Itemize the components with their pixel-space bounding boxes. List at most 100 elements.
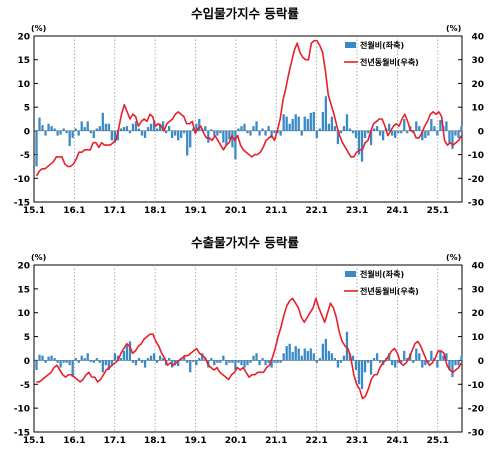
- bar: [252, 355, 255, 361]
- x-tick-label: 16.1: [63, 206, 85, 216]
- bar: [41, 355, 44, 361]
- bar: [291, 119, 294, 131]
- bar: [297, 116, 300, 131]
- bar: [309, 112, 312, 131]
- bar: [424, 360, 427, 366]
- bar: [131, 360, 135, 363]
- x-tick-label: 23.1: [346, 436, 368, 446]
- bar: [369, 360, 373, 375]
- bar: [146, 358, 150, 361]
- bar: [234, 360, 237, 370]
- bar: [273, 360, 276, 363]
- bar: [59, 360, 62, 368]
- bar: [300, 130, 303, 136]
- bar: [204, 126, 207, 131]
- bar: [285, 116, 288, 131]
- left-tick-label: -15: [14, 199, 30, 209]
- bar: [143, 360, 147, 368]
- x-tick-label: 18.1: [144, 436, 166, 446]
- bar: [424, 130, 427, 138]
- bar: [448, 130, 451, 143]
- bar: [351, 130, 355, 134]
- right-tick-label: 0: [478, 127, 484, 137]
- bar: [351, 355, 355, 361]
- bar: [101, 112, 104, 131]
- x-tick-label: 22.1: [306, 436, 328, 446]
- bar: [451, 130, 454, 149]
- bar: [258, 130, 261, 136]
- x-tick-label: 24.1: [386, 436, 408, 446]
- bar: [333, 358, 337, 361]
- bar: [113, 130, 117, 143]
- bar: [80, 355, 83, 361]
- bar: [303, 348, 306, 361]
- x-tick-label: 17.1: [104, 436, 126, 446]
- right-tick-label: 30: [471, 285, 484, 295]
- bar: [288, 343, 291, 361]
- bar: [158, 123, 162, 131]
- bar: [77, 360, 80, 363]
- bar: [225, 130, 228, 146]
- bar: [213, 130, 216, 136]
- bar: [161, 121, 165, 131]
- bar: [35, 360, 38, 370]
- bar: [366, 130, 370, 134]
- bar: [294, 114, 297, 131]
- bar: [213, 360, 216, 366]
- right-tick-label: 10: [471, 104, 484, 114]
- bar: [219, 130, 222, 134]
- bar: [412, 360, 415, 363]
- bar: [71, 130, 74, 138]
- bar: [330, 116, 334, 131]
- bar: [50, 355, 53, 361]
- bar: [294, 346, 297, 361]
- bar: [59, 130, 62, 135]
- bar: [170, 130, 174, 138]
- bar: [74, 358, 77, 361]
- x-tick-label: 24.1: [386, 206, 408, 216]
- bar: [249, 360, 252, 363]
- bar: [267, 360, 270, 363]
- bar: [35, 130, 38, 167]
- bar: [38, 117, 41, 131]
- bar: [457, 130, 460, 138]
- bar: [216, 130, 219, 136]
- x-tick-label: 18.1: [144, 206, 166, 216]
- bar: [53, 128, 56, 131]
- bar: [303, 116, 306, 131]
- legend-label: 전년동월비(우축): [360, 57, 419, 67]
- right-tick-label: -20: [468, 405, 484, 415]
- bar: [397, 360, 400, 363]
- bar: [189, 130, 192, 148]
- bar: [418, 126, 421, 131]
- bar: [249, 130, 252, 136]
- bar: [418, 353, 421, 361]
- bar: [324, 338, 328, 361]
- x-tick-label: 20.1: [225, 206, 247, 216]
- bar: [255, 353, 258, 361]
- bar: [357, 130, 361, 155]
- bar: [309, 348, 312, 361]
- bar: [137, 128, 141, 131]
- bar: [53, 358, 56, 361]
- bar: [372, 358, 376, 361]
- bar: [270, 360, 273, 368]
- x-tick-label: 20.1: [225, 436, 247, 446]
- bar: [143, 130, 147, 138]
- bar: [71, 360, 74, 378]
- left-tick-label: 5: [24, 104, 30, 114]
- bar: [231, 130, 234, 148]
- bar: [439, 350, 442, 361]
- bar: [155, 128, 159, 131]
- x-tick-label: 21.1: [265, 206, 287, 216]
- left-tick-label: -15: [14, 429, 30, 439]
- bar: [62, 128, 65, 131]
- bar: [421, 130, 424, 141]
- left-tick-label: 0: [24, 127, 30, 137]
- bar: [406, 358, 409, 361]
- chart-1: 수입물가지수 등락률(%) (%)20151050-5-10-1540302010…: [14, 6, 484, 216]
- bar: [261, 128, 264, 131]
- bar: [177, 360, 180, 367]
- bar: [50, 126, 53, 131]
- bar: [406, 130, 409, 134]
